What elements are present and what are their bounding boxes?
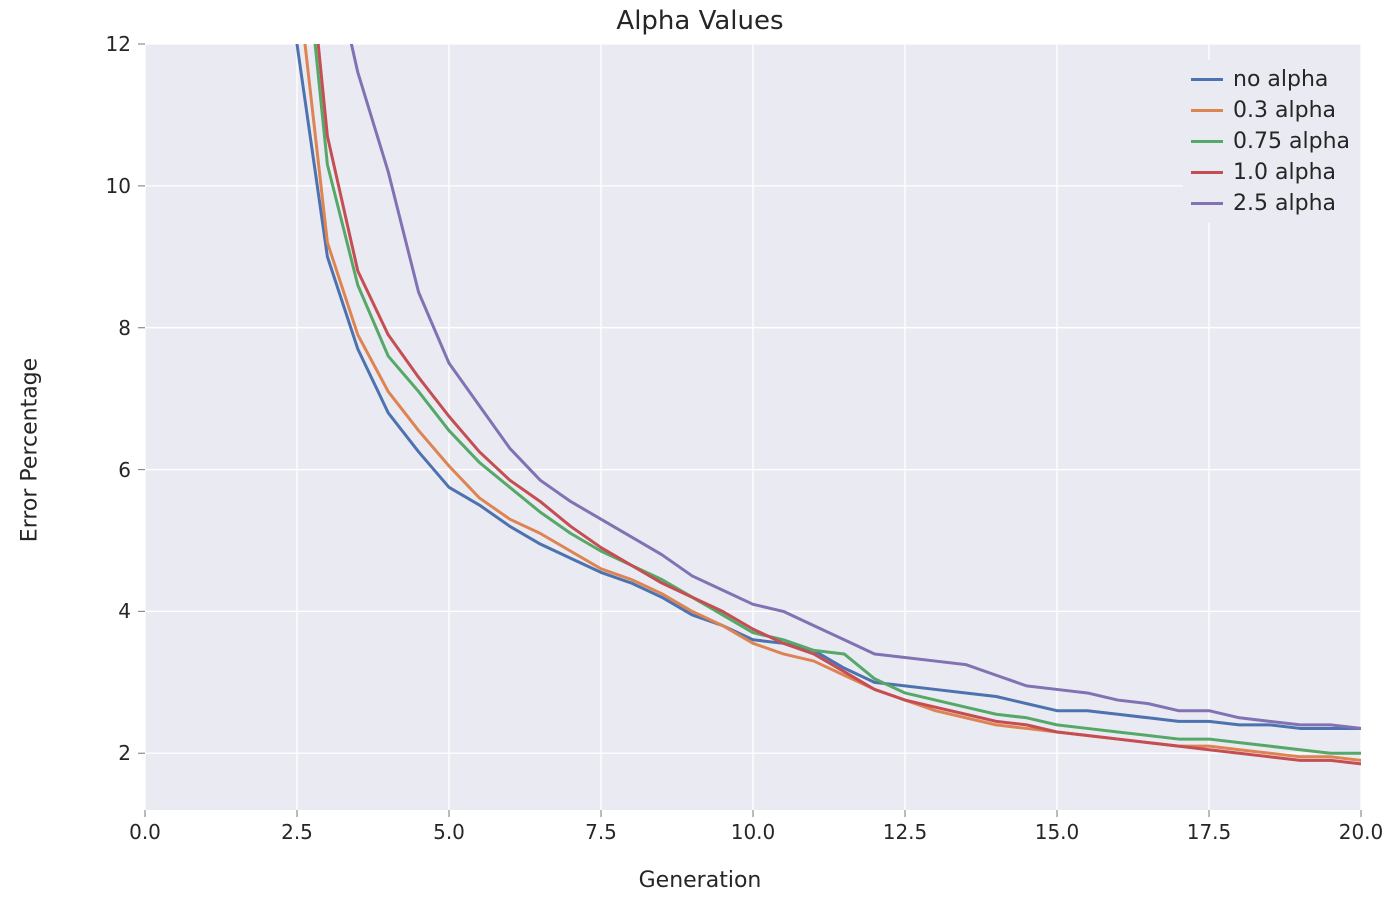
y-tick-label: 6 <box>118 458 131 482</box>
legend-swatch <box>1191 202 1223 205</box>
y-tick-label: 12 <box>106 32 131 56</box>
legend: no alpha 0.3 alpha 0.75 alpha 1.0 alpha 2.5 … <box>1183 60 1360 223</box>
legend-label: 2.5 alpha <box>1233 191 1336 216</box>
legend-swatch <box>1191 140 1223 143</box>
legend-label: 0.3 alpha <box>1233 98 1336 123</box>
legend-item-0: no alpha <box>1191 64 1350 95</box>
x-tick-label: 2.5 <box>281 820 313 844</box>
x-tick-label: 17.5 <box>1187 820 1232 844</box>
x-tick-label: 15.0 <box>1035 820 1080 844</box>
legend-item-3: 1.0 alpha <box>1191 157 1350 188</box>
x-tick-label: 20.0 <box>1339 820 1384 844</box>
alpha-values-chart: Alpha Values Error Percentage Generation… <box>0 0 1400 899</box>
y-tick-label: 10 <box>106 174 131 198</box>
legend-label: no alpha <box>1233 67 1328 92</box>
legend-swatch <box>1191 109 1223 112</box>
y-axis-label: Error Percentage <box>18 357 43 541</box>
y-tick-label: 8 <box>118 316 131 340</box>
x-tick-label: 10.0 <box>731 820 776 844</box>
y-tick-label: 2 <box>118 741 131 765</box>
x-tick-label: 12.5 <box>883 820 928 844</box>
legend-item-1: 0.3 alpha <box>1191 95 1350 126</box>
chart-title: Alpha Values <box>0 6 1400 36</box>
legend-label: 1.0 alpha <box>1233 160 1336 185</box>
x-tick-label: 0.0 <box>129 820 161 844</box>
x-tick-label: 7.5 <box>585 820 617 844</box>
legend-swatch <box>1191 78 1223 81</box>
legend-item-4: 2.5 alpha <box>1191 188 1350 219</box>
legend-item-2: 0.75 alpha <box>1191 126 1350 157</box>
y-tick-label: 4 <box>118 599 131 623</box>
x-axis-label: Generation <box>0 868 1400 893</box>
x-tick-label: 5.0 <box>433 820 465 844</box>
legend-swatch <box>1191 171 1223 174</box>
legend-label: 0.75 alpha <box>1233 129 1350 154</box>
